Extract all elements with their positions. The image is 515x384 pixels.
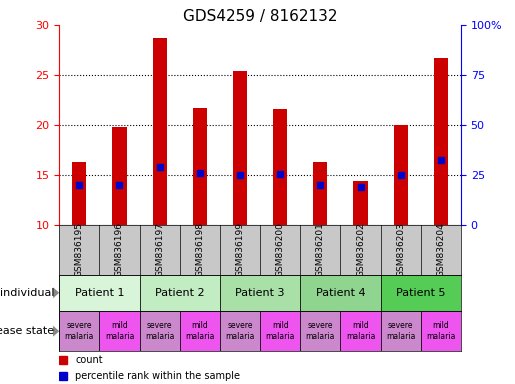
Text: GSM836202: GSM836202 [356,222,365,277]
Bar [140,275,220,311]
Text: severe
malaria: severe malaria [305,321,335,341]
Text: GSM836200: GSM836200 [276,222,285,277]
Text: Patient 4: Patient 4 [316,288,365,298]
Text: GSM836201: GSM836201 [316,222,325,277]
Bar [434,58,448,225]
Bar [233,71,247,225]
Text: percentile rank within the sample: percentile rank within the sample [75,371,241,381]
Bar [112,127,127,225]
Text: individual: individual [0,288,54,298]
Bar [59,275,140,311]
Polygon shape [53,326,59,337]
Text: severe
malaria: severe malaria [225,321,255,341]
Text: disease state: disease state [0,326,54,336]
Title: GDS4259 / 8162132: GDS4259 / 8162132 [183,9,337,24]
Text: GSM836195: GSM836195 [75,222,84,277]
Text: severe
malaria: severe malaria [386,321,416,341]
Text: count: count [75,356,103,366]
Polygon shape [53,287,59,298]
Bar [140,311,180,351]
Bar [260,311,300,351]
Text: severe
malaria: severe malaria [145,321,175,341]
Text: mild
malaria: mild malaria [105,321,134,341]
Text: GSM836196: GSM836196 [115,222,124,277]
Text: GSM836198: GSM836198 [195,222,204,277]
Bar [300,275,381,311]
Text: GSM836203: GSM836203 [396,222,405,277]
Text: GSM836197: GSM836197 [155,222,164,277]
Bar [381,275,461,311]
Bar [300,311,340,351]
Text: Patient 5: Patient 5 [396,288,445,298]
Text: Patient 3: Patient 3 [235,288,285,298]
Text: mild
malaria: mild malaria [265,321,295,341]
Text: mild
malaria: mild malaria [426,321,456,341]
Bar [313,162,328,225]
Bar [72,162,87,225]
Bar [220,311,260,351]
Bar [180,311,220,351]
Bar [193,108,207,225]
Text: Patient 2: Patient 2 [155,288,204,298]
Bar [340,311,381,351]
Text: mild
malaria: mild malaria [346,321,375,341]
Bar [99,311,140,351]
Bar [381,311,421,351]
Text: GSM836204: GSM836204 [436,222,445,277]
Bar [152,38,167,225]
Bar [353,181,368,225]
Bar [393,125,408,225]
Bar [220,275,300,311]
Bar [421,311,461,351]
Text: mild
malaria: mild malaria [185,321,215,341]
Text: GSM836199: GSM836199 [235,222,245,277]
Text: Patient 1: Patient 1 [75,288,124,298]
Text: severe
malaria: severe malaria [64,321,94,341]
Bar [273,109,287,225]
Bar [59,311,99,351]
